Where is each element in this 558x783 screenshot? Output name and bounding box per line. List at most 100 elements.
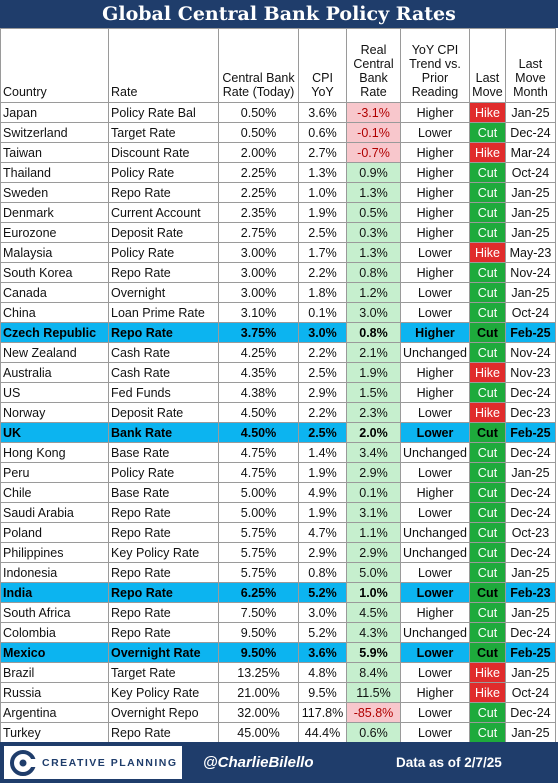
cell-cpi-yoy: 4.7% — [298, 522, 347, 543]
cell-central-bank-rate: 0.50% — [218, 122, 299, 143]
cell-last-move-month: Dec-24 — [504, 382, 556, 403]
cell-cpi-yoy: 1.0% — [298, 182, 347, 203]
cell-cpi-trend: Higher — [400, 102, 470, 123]
cell-rate-name: Repo Rate — [108, 622, 219, 643]
cell-country: Norway — [0, 402, 109, 423]
cell-cpi-trend: Higher — [400, 482, 470, 503]
cell-country: Taiwan — [0, 142, 109, 163]
cell-cpi-trend: Higher — [400, 202, 470, 223]
cell-real-rate: 2.0% — [346, 422, 401, 443]
cell-country: Turkey — [0, 722, 109, 743]
cell-central-bank-rate: 6.25% — [218, 582, 299, 603]
cell-last-move-month: Dec-24 — [504, 622, 556, 643]
cell-last-move: Cut — [468, 562, 506, 583]
table-row: Indonesia Repo Rate 5.75% 0.8% 5.0% Lower Cut J… — [0, 562, 556, 583]
cell-real-rate: 8.4% — [346, 662, 401, 683]
cell-real-rate: 3.4% — [346, 442, 401, 463]
cell-last-move: Hike — [468, 142, 506, 163]
table-row: Russia Key Policy Rate 21.00% 9.5% 11.5% High… — [0, 682, 556, 703]
cell-central-bank-rate: 4.50% — [218, 422, 299, 443]
cell-central-bank-rate: 45.00% — [218, 722, 299, 743]
cell-country: Philippines — [0, 542, 109, 563]
cell-country: Saudi Arabia — [0, 502, 109, 523]
cell-central-bank-rate: 7.50% — [218, 602, 299, 623]
cell-last-move-month: Dec-24 — [504, 702, 556, 723]
cell-rate-name: Overnight — [108, 282, 219, 303]
footer: CREATIVE PLANNING @CharlieBilello Data a… — [0, 742, 558, 783]
cell-last-move-month: Jan-25 — [504, 202, 556, 223]
cell-central-bank-rate: 9.50% — [218, 642, 299, 663]
cell-cpi-trend: Higher — [400, 162, 470, 183]
table-row: South Korea Repo Rate 3.00% 2.2% 0.8% Higher C… — [0, 262, 556, 283]
cell-country: Switzerland — [0, 122, 109, 143]
cell-last-move: Cut — [468, 522, 506, 543]
cell-real-rate: 2.3% — [346, 402, 401, 423]
cell-real-rate: -0.7% — [346, 142, 401, 163]
cell-country: Eurozone — [0, 222, 109, 243]
cell-real-rate: 2.1% — [346, 342, 401, 363]
cell-last-move-month: Feb-25 — [504, 642, 556, 663]
cell-cpi-trend: Unchanged — [400, 622, 470, 643]
table-row: New Zealand Cash Rate 4.25% 2.2% 2.1% Unchang… — [0, 342, 556, 363]
cell-country: Australia — [0, 362, 109, 383]
cell-rate-name: Repo Rate — [108, 262, 219, 283]
logo-mark-icon — [10, 749, 36, 776]
table-row: Argentina Overnight Repo 32.00% 117.8% -85.8… — [0, 702, 556, 723]
cell-central-bank-rate: 5.75% — [218, 542, 299, 563]
cell-real-rate: 5.9% — [346, 642, 401, 663]
cell-last-move: Cut — [468, 442, 506, 463]
cell-last-move-month: Dec-24 — [504, 442, 556, 463]
cell-cpi-yoy: 1.4% — [298, 442, 347, 463]
cell-last-move-month: Nov-23 — [504, 362, 556, 383]
cell-rate-name: Bank Rate — [108, 422, 219, 443]
cell-cpi-trend: Higher — [400, 682, 470, 703]
cell-cpi-yoy: 1.8% — [298, 282, 347, 303]
cell-real-rate: 0.6% — [346, 722, 401, 743]
cell-last-move: Cut — [468, 182, 506, 203]
cell-cpi-yoy: 44.4% — [298, 722, 347, 743]
cell-last-move-month: May-23 — [504, 242, 556, 263]
table-row: Thailand Policy Rate 2.25% 1.3% 0.9% Higher Cu… — [0, 162, 556, 183]
cell-real-rate: 5.0% — [346, 562, 401, 583]
cell-country: Brazil — [0, 662, 109, 683]
cell-cpi-yoy: 3.6% — [298, 642, 347, 663]
creative-planning-logo: CREATIVE PLANNING — [4, 746, 182, 779]
cell-country: Peru — [0, 462, 109, 483]
cell-cpi-yoy: 2.5% — [298, 422, 347, 443]
cell-real-rate: 0.5% — [346, 202, 401, 223]
cell-cpi-trend: Lower — [400, 402, 470, 423]
cell-rate-name: Overnight Repo — [108, 702, 219, 723]
cell-last-move: Hike — [468, 682, 506, 703]
table-row: Czech Republic Repo Rate 3.75% 3.0% 0.8% High… — [0, 322, 556, 343]
cell-real-rate: -0.1% — [346, 122, 401, 143]
cell-last-move-month: Feb-25 — [504, 322, 556, 343]
header-last-move: Last Move — [468, 28, 506, 103]
logo-text: CREATIVE PLANNING — [42, 756, 178, 769]
cell-cpi-yoy: 2.2% — [298, 402, 347, 423]
cell-real-rate: 1.3% — [346, 242, 401, 263]
cell-last-move: Cut — [468, 122, 506, 143]
cell-last-move-month: Jan-25 — [504, 562, 556, 583]
cell-last-move: Cut — [468, 482, 506, 503]
cell-rate-name: Target Rate — [108, 122, 219, 143]
cell-last-move-month: Jan-25 — [504, 722, 556, 743]
cell-rate-name: Policy Rate — [108, 462, 219, 483]
cell-last-move: Cut — [468, 602, 506, 623]
cell-cpi-yoy: 2.5% — [298, 222, 347, 243]
cell-cpi-yoy: 5.2% — [298, 582, 347, 603]
cell-real-rate: 1.2% — [346, 282, 401, 303]
cell-cpi-yoy: 2.2% — [298, 342, 347, 363]
cell-real-rate: 0.1% — [346, 482, 401, 503]
cell-last-move: Cut — [468, 322, 506, 343]
table-row: China Loan Prime Rate 3.10% 0.1% 3.0% Lower Cu… — [0, 302, 556, 323]
cell-rate-name: Fed Funds — [108, 382, 219, 403]
cell-rate-name: Key Policy Rate — [108, 682, 219, 703]
cell-cpi-trend: Higher — [400, 222, 470, 243]
cell-central-bank-rate: 2.25% — [218, 182, 299, 203]
cell-last-move-month: Dec-24 — [504, 502, 556, 523]
cell-cpi-yoy: 2.9% — [298, 382, 347, 403]
cell-rate-name: Target Rate — [108, 662, 219, 683]
cell-central-bank-rate: 32.00% — [218, 702, 299, 723]
table-row: Malaysia Policy Rate 3.00% 1.7% 1.3% Lower Hik… — [0, 242, 556, 263]
cell-real-rate: 0.3% — [346, 222, 401, 243]
